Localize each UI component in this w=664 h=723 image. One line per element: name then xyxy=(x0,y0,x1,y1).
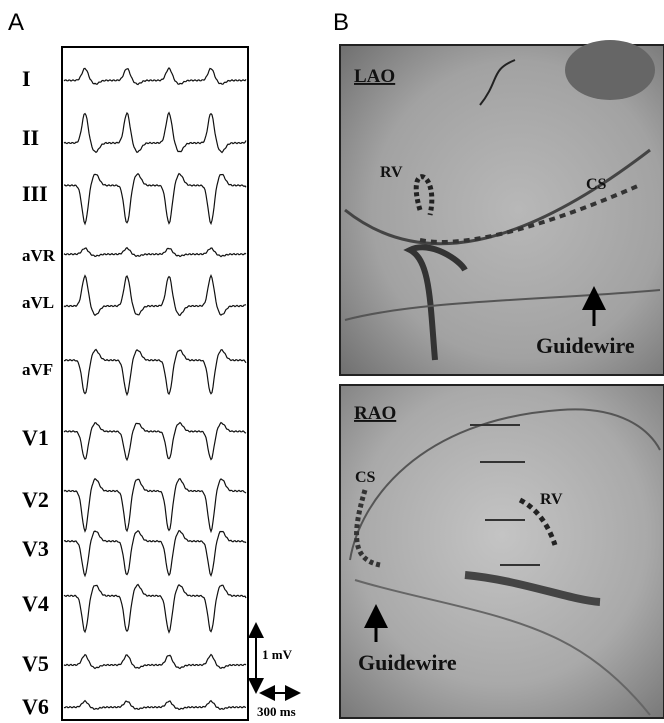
lead-label: V4 xyxy=(22,591,49,616)
lead-label: aVL xyxy=(22,293,54,312)
ecg-traces xyxy=(63,66,247,711)
image-label: RV xyxy=(380,164,403,181)
lead-label: V6 xyxy=(22,694,49,719)
ecg-trace xyxy=(63,273,247,317)
annotation: Guidewire xyxy=(358,650,457,675)
view-label: LAO xyxy=(354,66,395,87)
ecg-trace xyxy=(63,421,247,462)
lead-label: V2 xyxy=(22,487,49,512)
panel-label: A xyxy=(8,9,24,36)
ecg-trace xyxy=(63,111,247,154)
ecg-trace xyxy=(63,583,247,634)
ecg-trace xyxy=(63,699,247,711)
lead-label: aVR xyxy=(22,246,56,265)
ecg-trace xyxy=(63,246,247,258)
ecg-trace xyxy=(64,348,247,397)
lead-label: V5 xyxy=(22,651,49,676)
lead-label: aVF xyxy=(22,360,53,379)
lead-label: V3 xyxy=(22,536,49,561)
lead-label: III xyxy=(22,181,48,206)
lead-label: I xyxy=(22,66,31,91)
lao-image: LAO RV CS Guidewire xyxy=(339,40,664,376)
image-label: RV xyxy=(540,491,563,508)
ecg-trace xyxy=(63,477,247,534)
lead-label: V1 xyxy=(22,425,49,450)
rao-image: RAO CS RV Guidewire xyxy=(339,384,664,719)
ecg-trace xyxy=(63,529,247,578)
annotation: Guidewire xyxy=(536,333,635,358)
lead-label: II xyxy=(22,125,39,150)
voltage-label: 1 mV xyxy=(262,647,293,662)
image-label: CS xyxy=(355,469,376,486)
ecg-trace xyxy=(63,172,247,226)
ecg-trace xyxy=(63,653,247,670)
ecg-trace xyxy=(63,66,247,86)
time-label: 300 ms xyxy=(257,704,296,719)
view-label: RAO xyxy=(354,403,396,424)
image-label: CS xyxy=(586,176,607,193)
ecg-frame xyxy=(61,46,249,721)
panel-label: B xyxy=(333,9,349,36)
